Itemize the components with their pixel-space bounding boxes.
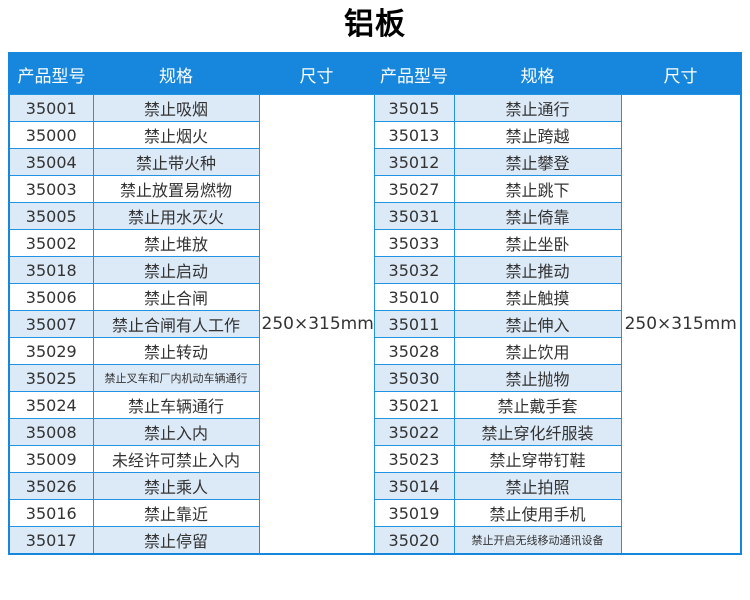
table-row: 35001 禁止吸烟 250×315mm 35015 禁止通行 250×315mm xyxy=(8,94,742,555)
table-row: 35029 禁止转动 35028 禁止饮用 xyxy=(8,337,741,365)
left-spec-cell: 禁止停留 xyxy=(92,526,260,555)
right-model-cell: 35012 xyxy=(373,148,455,176)
right-spec-cell: 禁止坐卧 xyxy=(453,229,622,257)
table-row: 35026 禁止乘人 35014 禁止拍照 xyxy=(8,472,741,500)
right-model-cell: 35027 xyxy=(373,175,455,203)
right-model-cell: 35033 xyxy=(373,229,455,257)
right-model-cell: 35011 xyxy=(373,310,455,338)
left-model-cell: 35004 xyxy=(8,148,94,176)
left-spec-cell: 禁止车辆通行 xyxy=(92,391,260,419)
right-size-cell: 250×315mm xyxy=(620,94,742,555)
left-spec-cell: 禁止合闸有人工作 xyxy=(92,310,260,338)
right-model-cell: 35010 xyxy=(373,283,455,311)
right-spec-cell: 禁止戴手套 xyxy=(453,391,622,419)
table-row: 35025 禁止叉车和厂内机动车辆通行 35030 禁止抛物 xyxy=(8,364,741,392)
left-model-cell: 35007 xyxy=(8,310,94,338)
right-spec-cell: 禁止穿带钉鞋 xyxy=(453,445,622,473)
left-spec-cell: 禁止乘人 xyxy=(92,472,260,500)
table-row: 35002 禁止堆放 35033 禁止坐卧 xyxy=(8,229,741,257)
right-spec-cell: 禁止饮用 xyxy=(453,337,622,365)
table-row: 35017 禁止停留 35020 禁止开启无线移动通讯设备 xyxy=(8,526,741,555)
left-spec-cell: 禁止吸烟 xyxy=(92,94,260,122)
left-model-cell: 35025 xyxy=(8,364,94,392)
left-model-cell: 35003 xyxy=(8,175,94,203)
right-spec-cell: 禁止抛物 xyxy=(453,364,622,392)
table-row: 35004 禁止带火种 35012 禁止攀登 xyxy=(8,148,741,176)
right-model-cell: 35014 xyxy=(373,472,455,500)
left-spec-cell: 禁止堆放 xyxy=(92,229,260,257)
left-model-cell: 35016 xyxy=(8,499,94,527)
left-spec-cell: 禁止靠近 xyxy=(92,499,260,527)
left-model-cell: 35001 xyxy=(8,94,94,122)
left-model-cell: 35017 xyxy=(8,526,94,555)
right-spec-cell: 禁止使用手机 xyxy=(453,499,622,527)
left-size-cell: 250×315mm xyxy=(258,94,375,555)
left-spec-cell: 禁止放置易燃物 xyxy=(92,175,260,203)
left-spec-cell: 禁止合闸 xyxy=(92,283,260,311)
col-header-left-size: 尺寸 xyxy=(259,53,374,95)
table-row: 35018 禁止启动 35032 禁止推动 xyxy=(8,256,741,284)
table-row: 35009 未经许可禁止入内 35023 禁止穿带钉鞋 xyxy=(8,445,741,473)
left-model-cell: 35006 xyxy=(8,283,94,311)
right-model-cell: 35013 xyxy=(373,121,455,149)
left-model-cell: 35029 xyxy=(8,337,94,365)
right-model-cell: 35019 xyxy=(373,499,455,527)
left-model-cell: 35002 xyxy=(8,229,94,257)
table-body: 35001 禁止吸烟 250×315mm 35015 禁止通行 250×315mm 3500… xyxy=(8,94,742,555)
left-spec-cell: 禁止烟火 xyxy=(92,121,260,149)
right-spec-cell: 禁止跨越 xyxy=(453,121,622,149)
left-model-cell: 35018 xyxy=(8,256,94,284)
left-model-cell: 35000 xyxy=(8,121,94,149)
right-model-cell: 35031 xyxy=(373,202,455,230)
left-spec-cell: 禁止转动 xyxy=(92,337,260,365)
right-model-cell: 35023 xyxy=(373,445,455,473)
col-header-left-spec: 规格 xyxy=(93,53,259,95)
right-model-cell: 35021 xyxy=(373,391,455,419)
right-spec-cell: 禁止推动 xyxy=(453,256,622,284)
col-header-left-model: 产品型号 xyxy=(9,53,93,95)
left-model-cell: 35005 xyxy=(8,202,94,230)
table-row: 35003 禁止放置易燃物 35027 禁止跳下 xyxy=(8,175,741,203)
right-model-cell: 35020 xyxy=(373,526,455,555)
table-header-row: 产品型号 规格 尺寸 产品型号 规格 尺寸 xyxy=(9,53,741,95)
left-model-cell: 35008 xyxy=(8,418,94,446)
table-row: 35007 禁止合闸有人工作 35011 禁止伸入 xyxy=(8,310,741,338)
table-row: 35016 禁止靠近 35019 禁止使用手机 xyxy=(8,499,741,527)
left-model-cell: 35026 xyxy=(8,472,94,500)
left-spec-cell: 禁止启动 xyxy=(92,256,260,284)
right-model-cell: 35028 xyxy=(373,337,455,365)
left-spec-cell: 禁止用水灭火 xyxy=(92,202,260,230)
right-model-cell: 35022 xyxy=(373,418,455,446)
right-spec-cell: 禁止通行 xyxy=(453,94,622,122)
right-spec-cell: 禁止穿化纤服装 xyxy=(453,418,622,446)
col-header-right-model: 产品型号 xyxy=(374,53,454,95)
page-title: 铝板 xyxy=(344,7,406,42)
right-model-cell: 35032 xyxy=(373,256,455,284)
table-row: 35000 禁止烟火 35013 禁止跨越 xyxy=(8,121,741,149)
left-model-cell: 35024 xyxy=(8,391,94,419)
right-spec-cell: 禁止拍照 xyxy=(453,472,622,500)
table-row: 35005 禁止用水灭火 35031 禁止倚靠 xyxy=(8,202,741,230)
right-spec-cell: 禁止触摸 xyxy=(453,283,622,311)
right-spec-cell: 禁止开启无线移动通讯设备 xyxy=(453,526,622,555)
right-model-cell: 35030 xyxy=(373,364,455,392)
left-spec-cell: 禁止叉车和厂内机动车辆通行 xyxy=(92,364,260,392)
table-row: 35008 禁止入内 35022 禁止穿化纤服装 xyxy=(8,418,741,446)
right-model-cell: 35015 xyxy=(373,94,455,122)
right-spec-cell: 禁止攀登 xyxy=(453,148,622,176)
left-model-cell: 35009 xyxy=(8,445,94,473)
product-table: 产品型号 规格 尺寸 产品型号 规格 尺寸 35001 禁止吸烟 250×315mm… xyxy=(8,52,742,555)
left-spec-cell: 未经许可禁止入内 xyxy=(92,445,260,473)
right-spec-cell: 禁止伸入 xyxy=(453,310,622,338)
table-row: 35006 禁止合闸 35010 禁止触摸 xyxy=(8,283,741,311)
right-spec-cell: 禁止倚靠 xyxy=(453,202,622,230)
left-spec-cell: 禁止带火种 xyxy=(92,148,260,176)
col-header-right-spec: 规格 xyxy=(454,53,621,95)
left-spec-cell: 禁止入内 xyxy=(92,418,260,446)
right-spec-cell: 禁止跳下 xyxy=(453,175,622,203)
col-header-right-size: 尺寸 xyxy=(621,53,741,95)
